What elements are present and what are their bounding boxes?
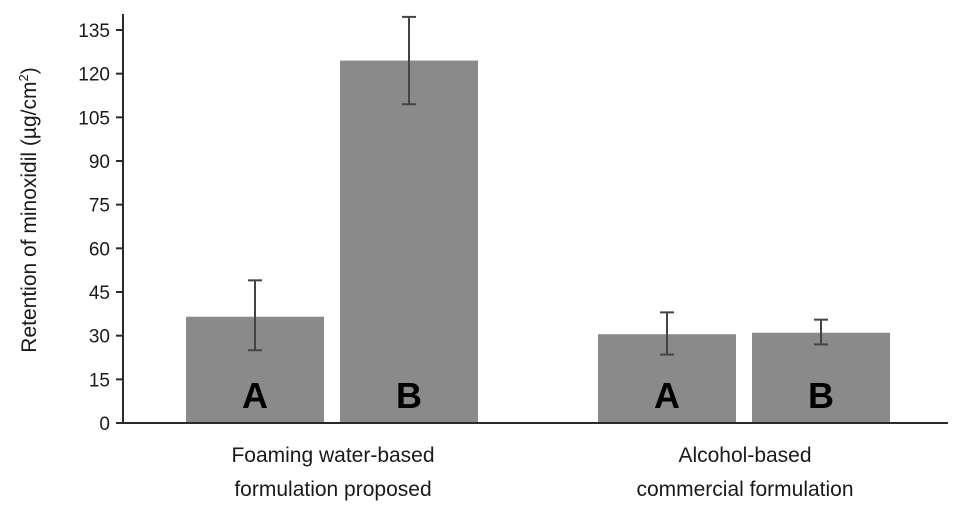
y-tick-label: 0 [99, 414, 110, 435]
category-label: Alcohol-based [678, 444, 811, 467]
category-label: commercial formulation [636, 478, 853, 501]
y-tick-label: 60 [89, 239, 110, 260]
y-tick-label: 30 [89, 327, 110, 348]
y-tick-label: 75 [89, 196, 110, 217]
bar [752, 332, 890, 423]
y-axis: 0 15 30 45 60 75 90 105 120 135 [78, 14, 124, 435]
y-axis-title: Retention of minoxidil (µg/cm2) [16, 67, 41, 352]
bar-label: A [654, 375, 680, 416]
y-tick-label: 135 [78, 21, 110, 42]
y-tick-label: 45 [89, 283, 110, 304]
bar [340, 60, 478, 424]
y-tick-label: 15 [89, 370, 110, 391]
bar-label: B [396, 375, 422, 416]
bar-label: A [242, 375, 268, 416]
y-tick-label: 120 [78, 65, 110, 86]
x-axis: Foaming water-based formulation proposed A… [123, 422, 948, 501]
y-tick-label: 105 [78, 108, 110, 129]
category-label: formulation proposed [234, 478, 431, 501]
y-tick-label: 90 [89, 152, 110, 173]
category-label: Foaming water-based [231, 444, 434, 467]
bar-label: B [808, 375, 834, 416]
